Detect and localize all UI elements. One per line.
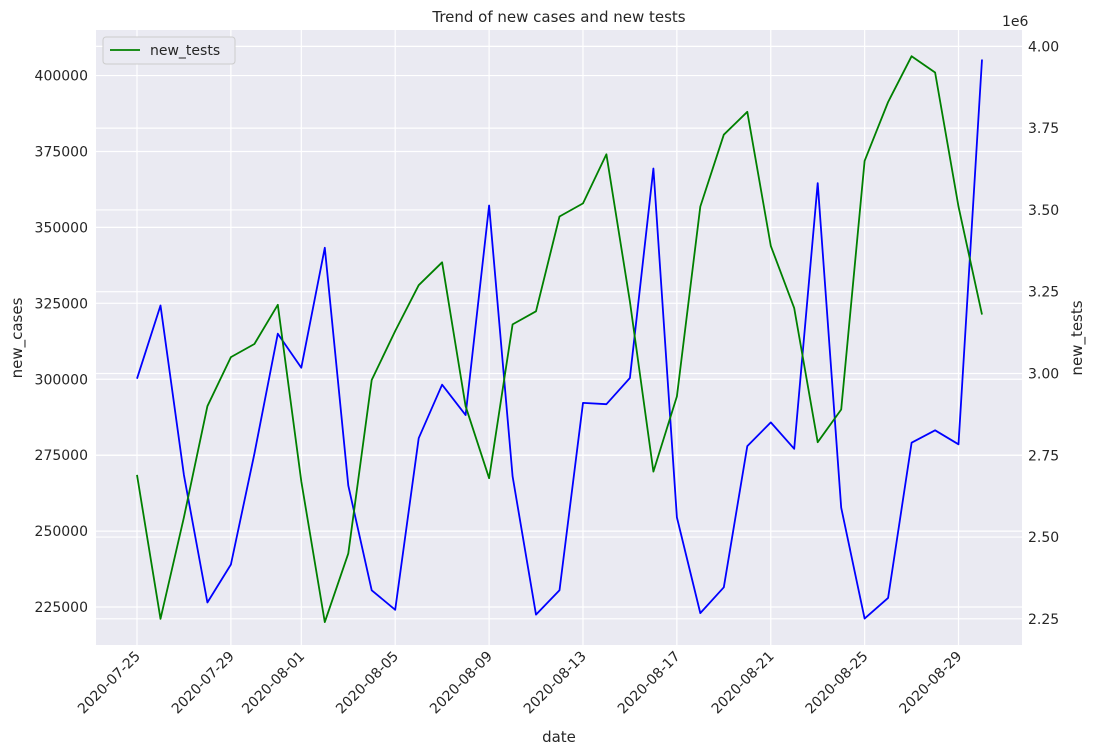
y-tick-label-right: 3.25: [1028, 285, 1059, 301]
series-line-new-tests: [136, 55, 983, 623]
grid: [96, 30, 1022, 645]
x-tick-label: 2020-08-25: [803, 649, 872, 718]
legend: new_tests: [102, 36, 236, 65]
y-tick-label-right: 4.00: [1028, 39, 1059, 55]
x-tick-label: 2020-08-21: [709, 649, 778, 718]
y-tick-label-right: 3.50: [1028, 203, 1059, 219]
x-tick-label: 2020-08-09: [427, 649, 496, 718]
chart-title: Trend of new cases and new tests: [431, 8, 685, 26]
y-tick-label-left: 400000: [35, 69, 88, 85]
y-tick-label-right: 3.00: [1028, 366, 1059, 382]
x-tick-label: 2020-07-29: [169, 649, 238, 718]
y-tick-label-left: 325000: [35, 296, 88, 312]
x-tick-label: 2020-08-13: [521, 649, 590, 718]
y-tick-label-left: 225000: [35, 600, 88, 616]
y-axis-label-left: new_cases: [8, 297, 27, 378]
y-tick-label-right: 2.25: [1028, 612, 1059, 628]
y-tick-label-left: 250000: [35, 524, 88, 540]
y-axis-label-right: new_tests: [1068, 300, 1087, 375]
series-line-new-cases: [136, 59, 983, 620]
y-tick-label-left: 300000: [35, 372, 88, 388]
y-tick-label-right: 2.75: [1028, 448, 1059, 464]
x-tick-label: 2020-08-17: [615, 649, 684, 718]
plot-area: [96, 30, 1022, 645]
right-axis-offset-label: 1e6: [1002, 14, 1029, 30]
x-tick-label: 2020-07-25: [75, 649, 144, 718]
x-tick-label: 2020-08-05: [333, 649, 402, 718]
y-tick-label-left: 350000: [35, 220, 88, 236]
y-tick-label-left: 275000: [35, 448, 88, 464]
x-tick-label: 2020-08-29: [897, 649, 966, 718]
y-tick-label-left: 375000: [35, 144, 88, 160]
x-axis-label: date: [542, 728, 576, 746]
y-tick-label-right: 2.50: [1028, 530, 1059, 546]
y-tick-label-right: 3.75: [1028, 121, 1059, 137]
series-layer: [136, 55, 983, 623]
x-tick-label: 2020-08-01: [239, 649, 308, 718]
legend-box: [102, 36, 236, 65]
legend-label: new_tests: [150, 43, 220, 59]
